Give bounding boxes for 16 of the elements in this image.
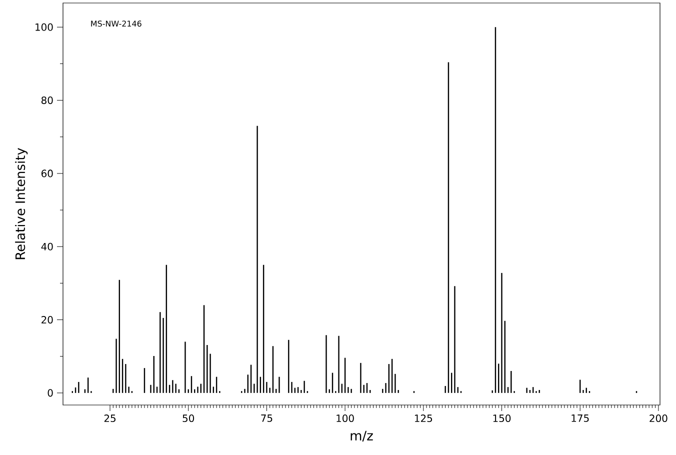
x-tick-label: 50 — [182, 414, 194, 422]
x-tick-label: 25 — [104, 414, 116, 422]
y-tick-label: 0 — [48, 389, 53, 397]
y-tick-label: 80 — [41, 96, 53, 104]
y-axis-title: Relative Intensity — [15, 148, 28, 260]
y-tick-label: 20 — [42, 316, 53, 324]
x-tick-label: 75 — [261, 414, 272, 422]
y-tick-label: 60 — [42, 170, 53, 178]
x-tick-label: 150 — [493, 414, 511, 422]
x-axis-title: m/z — [350, 430, 373, 442]
y-tick-label: 40 — [41, 242, 53, 250]
x-tick-label: 175 — [572, 414, 589, 422]
x-tick-label: 200 — [650, 414, 668, 422]
x-tick-label: 100 — [336, 414, 354, 422]
x-tick-label: 125 — [414, 414, 432, 422]
y-tick-label: 100 — [36, 23, 53, 31]
